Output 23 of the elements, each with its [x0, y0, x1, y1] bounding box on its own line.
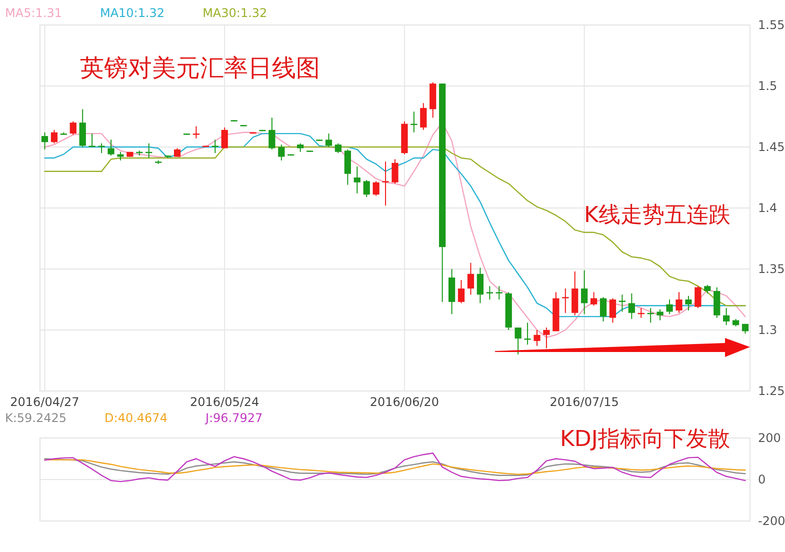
text: MA30:1.32 [202, 6, 268, 20]
text: MA5:1.31 [5, 6, 62, 20]
text: D:40.4674 [104, 411, 168, 425]
text: MA10:1.32 [100, 6, 165, 20]
annotation: K线走势五连跌 [584, 203, 730, 228]
text: K:59.2425 [5, 411, 67, 425]
y-tick-label: 1.3 [758, 323, 778, 337]
y-tick-label: 0 [758, 472, 766, 486]
y-tick-label: 1.35 [758, 262, 785, 276]
x-tick-label: 2016/05/24 [190, 395, 260, 409]
y-tick-label: 1.25 [758, 384, 785, 398]
y-tick-label: 200 [758, 431, 781, 445]
annotation: KDJ指标向下发散 [560, 427, 730, 452]
x-tick-label: 2016/06/20 [370, 395, 440, 409]
x-tick-label: 2016/07/15 [550, 395, 619, 409]
y-tick-label: -200 [758, 514, 785, 528]
y-tick-label: 1.55 [758, 18, 785, 32]
text: 英镑对美元汇率日线图 [80, 54, 320, 82]
y-tick-label: 1.4 [758, 201, 778, 215]
y-tick-label: 1.45 [758, 140, 785, 154]
x-tick-label: 2016/04/27 [10, 395, 80, 409]
text: J:96.7927 [204, 411, 263, 425]
y-tick-label: 1.5 [758, 79, 778, 93]
